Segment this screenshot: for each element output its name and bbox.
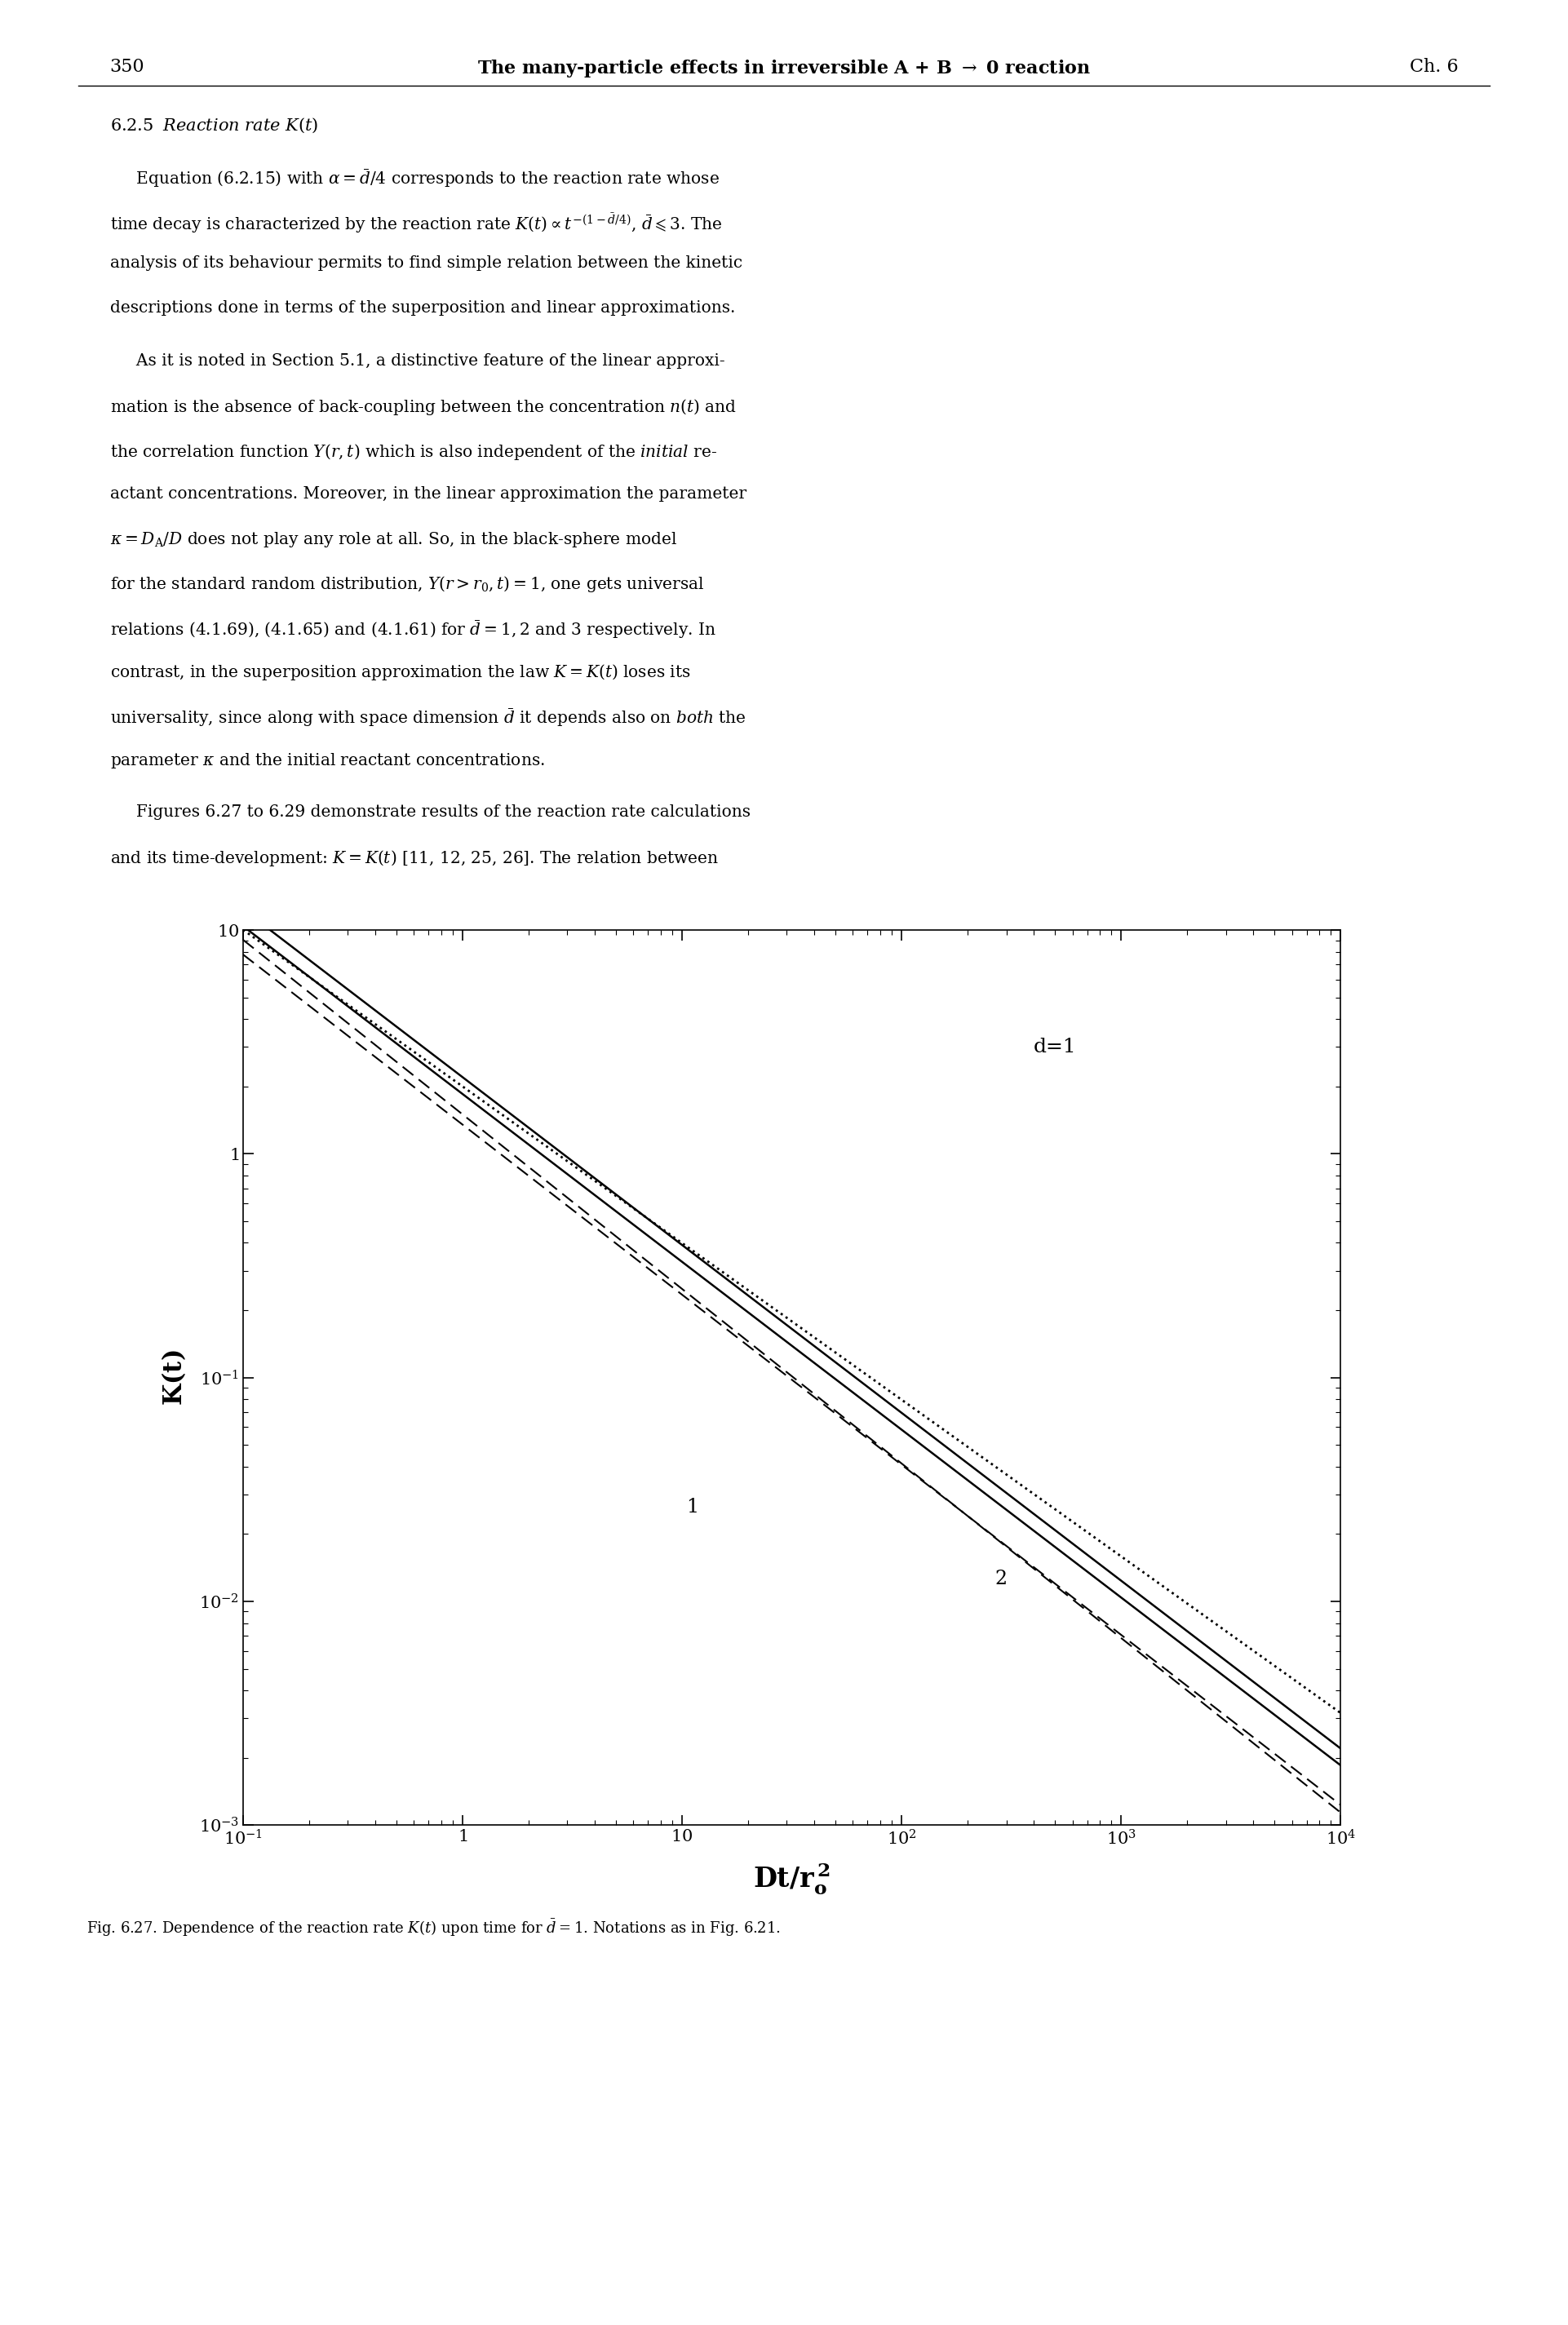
Text: $\kappa = D_{\rm A}/D$ does not play any role at all. So, in the black-sphere mo: $\kappa = D_{\rm A}/D$ does not play any… [110, 530, 677, 549]
Text: $6.2.5\;$ Reaction rate $K(t)$: $6.2.5\;$ Reaction rate $K(t)$ [110, 116, 318, 135]
Text: 1: 1 [687, 1497, 699, 1516]
Text: As it is noted in Section 5.1, a distinctive feature of the linear approxi-: As it is noted in Section 5.1, a distinc… [110, 353, 724, 370]
Text: for the standard random distribution, $Y(r > r_0, t) = 1$, one gets universal: for the standard random distribution, $Y… [110, 574, 704, 593]
Text: time decay is characterized by the reaction rate $K(t) \propto t^{-(1-\bar{d}/4): time decay is characterized by the react… [110, 212, 721, 235]
Text: Figures 6.27 to 6.29 demonstrate results of the reaction rate calculations: Figures 6.27 to 6.29 demonstrate results… [110, 804, 750, 821]
Text: and its time-development: $K = K(t)$ [11, 12, 25, 26]. The relation between: and its time-development: $K = K(t)$ [11… [110, 849, 718, 867]
Y-axis label: $\mathbf{K(t)}$: $\mathbf{K(t)}$ [160, 1348, 188, 1407]
X-axis label: $\mathbf{Dt/r_o^{\,2}}$: $\mathbf{Dt/r_o^{\,2}}$ [753, 1862, 831, 1897]
Text: universality, since along with space dimension $\bar{d}$ it depends also on $\ma: universality, since along with space dim… [110, 707, 746, 728]
Text: relations (4.1.69), (4.1.65) and (4.1.61) for $\bar{d} = 1, 2$ and 3 respectivel: relations (4.1.69), (4.1.65) and (4.1.61… [110, 618, 715, 639]
Text: analysis of its behaviour permits to find simple relation between the kinetic: analysis of its behaviour permits to fin… [110, 256, 742, 272]
Text: parameter $\kappa$ and the initial reactant concentrations.: parameter $\kappa$ and the initial react… [110, 751, 544, 770]
Text: 2: 2 [996, 1569, 1007, 1588]
Text: mation is the absence of back-coupling between the concentration $n(t)$ and: mation is the absence of back-coupling b… [110, 398, 737, 416]
Text: the correlation function $Y(r, t)$ which is also independent of the $\mathit{ini: the correlation function $Y(r, t)$ which… [110, 442, 717, 460]
Text: Ch. 6: Ch. 6 [1410, 58, 1458, 77]
Text: descriptions done in terms of the superposition and linear approximations.: descriptions done in terms of the superp… [110, 300, 735, 316]
Text: The many-particle effects in irreversible A + B $\rightarrow$ 0 reaction: The many-particle effects in irreversibl… [477, 58, 1091, 79]
Text: 350: 350 [110, 58, 144, 77]
Text: Fig. 6.27. Dependence of the reaction rate $K(t)$ upon time for $\bar{d} = 1$. N: Fig. 6.27. Dependence of the reaction ra… [86, 1918, 781, 1939]
Text: actant concentrations. Moreover, in the linear approximation the parameter: actant concentrations. Moreover, in the … [110, 486, 746, 502]
Text: d=1: d=1 [1033, 1037, 1076, 1056]
Text: Equation (6.2.15) with $\alpha = \bar{d}/4$ corresponds to the reaction rate who: Equation (6.2.15) with $\alpha = \bar{d}… [110, 167, 720, 188]
Text: contrast, in the superposition approximation the law $K = K(t)$ loses its: contrast, in the superposition approxima… [110, 663, 690, 681]
